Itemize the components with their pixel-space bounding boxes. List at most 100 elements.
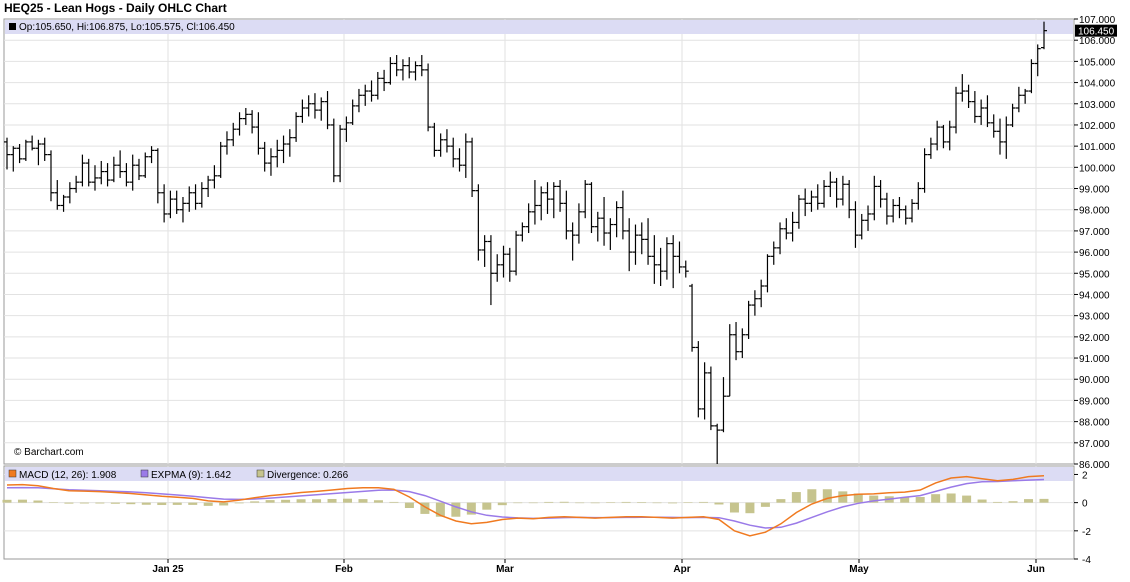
divergence-bar bbox=[64, 503, 73, 504]
divergence-bar bbox=[343, 499, 352, 503]
divergence-bar bbox=[529, 503, 538, 504]
y-tick-label: 100.000 bbox=[1079, 163, 1116, 174]
y-tick-label: 92.000 bbox=[1079, 333, 1110, 344]
divergence-bar bbox=[993, 502, 1002, 503]
divergence-bar bbox=[80, 503, 89, 504]
macd-y-tick-label: 2 bbox=[1082, 470, 1088, 481]
y-tick-label: 106.000 bbox=[1079, 36, 1116, 47]
y-tick-label: 99.000 bbox=[1079, 185, 1110, 196]
divergence-bar bbox=[1024, 499, 1033, 503]
y-tick-label: 107.000 bbox=[1079, 15, 1116, 26]
y-tick-label: 101.000 bbox=[1079, 142, 1116, 153]
divergence-bar bbox=[235, 503, 244, 504]
divergence-bar bbox=[95, 503, 104, 504]
y-tick-label: 86.000 bbox=[1079, 460, 1110, 471]
macd-legend-swatch bbox=[141, 470, 148, 477]
divergence-bar bbox=[653, 503, 662, 504]
x-tick-label: Apr bbox=[673, 564, 690, 575]
y-tick-label: 104.000 bbox=[1079, 79, 1116, 90]
divergence-bar bbox=[498, 503, 507, 506]
divergence-bar bbox=[482, 503, 491, 510]
divergence-bar bbox=[250, 501, 259, 502]
divergence-bar bbox=[947, 493, 956, 502]
divergence-bar bbox=[978, 500, 987, 503]
divergence-bar bbox=[173, 503, 182, 505]
divergence-bar bbox=[33, 501, 42, 503]
divergence-bar bbox=[297, 499, 306, 502]
x-tick-label: Jun bbox=[1027, 564, 1045, 575]
macd-legend-item: MACD (12, 26): 1.908 bbox=[19, 470, 117, 481]
divergence-bar bbox=[281, 500, 290, 503]
divergence-bar bbox=[699, 502, 708, 503]
macd-y-tick-label: -2 bbox=[1082, 527, 1091, 538]
x-tick-label: Mar bbox=[496, 564, 514, 575]
divergence-bar bbox=[126, 503, 135, 505]
divergence-bar bbox=[328, 499, 337, 503]
divergence-bar bbox=[730, 503, 739, 513]
y-tick-label: 98.000 bbox=[1079, 206, 1110, 217]
price-legend-swatch bbox=[9, 23, 16, 30]
divergence-bar bbox=[684, 502, 693, 503]
last-price-label: 106.450 bbox=[1078, 27, 1115, 38]
x-tick-label: May bbox=[849, 564, 869, 575]
macd-legend-item: Divergence: 0.266 bbox=[267, 470, 349, 481]
divergence-bar bbox=[3, 500, 12, 503]
divergence-bar bbox=[18, 500, 27, 503]
divergence-bar bbox=[451, 503, 460, 517]
y-tick-label: 91.000 bbox=[1079, 354, 1110, 365]
divergence-bar bbox=[776, 499, 785, 503]
divergence-bar bbox=[838, 491, 847, 502]
y-tick-label: 87.000 bbox=[1079, 439, 1110, 450]
y-tick-label: 93.000 bbox=[1079, 312, 1110, 323]
macd-y-tick-label: 0 bbox=[1082, 499, 1088, 510]
divergence-bar bbox=[374, 500, 383, 502]
divergence-bar bbox=[219, 503, 228, 506]
divergence-bar bbox=[962, 496, 971, 503]
divergence-bar bbox=[792, 492, 801, 503]
divergence-bar bbox=[916, 497, 925, 503]
divergence-bar bbox=[142, 503, 151, 505]
divergence-bar bbox=[761, 503, 770, 507]
y-tick-label: 96.000 bbox=[1079, 248, 1110, 259]
watermark: © Barchart.com bbox=[14, 447, 84, 458]
divergence-bar bbox=[931, 494, 940, 502]
y-tick-label: 103.000 bbox=[1079, 100, 1116, 111]
divergence-bar bbox=[49, 502, 58, 503]
divergence-bar bbox=[513, 503, 522, 504]
price-legend: Op:105.650, Hi:106.875, Lo:105.575, Cl:1… bbox=[19, 22, 235, 33]
divergence-bar bbox=[575, 503, 584, 504]
divergence-bar bbox=[111, 503, 120, 504]
divergence-bar bbox=[312, 499, 321, 502]
y-tick-label: 102.000 bbox=[1079, 121, 1116, 132]
price-panel bbox=[4, 19, 1074, 464]
divergence-bar bbox=[668, 503, 677, 504]
macd-legend-swatch bbox=[9, 470, 16, 477]
divergence-bar bbox=[591, 503, 600, 504]
divergence-bar bbox=[560, 502, 569, 503]
divergence-bar bbox=[714, 503, 723, 505]
macd-y-tick-label: -4 bbox=[1082, 555, 1091, 566]
divergence-bar bbox=[622, 502, 631, 503]
divergence-bar bbox=[405, 503, 414, 508]
divergence-bar bbox=[204, 503, 213, 506]
divergence-bar bbox=[188, 503, 197, 505]
y-tick-label: 90.000 bbox=[1079, 375, 1110, 386]
divergence-bar bbox=[389, 502, 398, 503]
y-tick-label: 88.000 bbox=[1079, 418, 1110, 429]
y-tick-label: 105.000 bbox=[1079, 57, 1116, 68]
divergence-bar bbox=[358, 499, 367, 503]
x-tick-label: Feb bbox=[335, 564, 353, 575]
divergence-bar bbox=[745, 503, 754, 514]
x-tick-label: Jan 25 bbox=[152, 564, 184, 575]
macd-legend-swatch bbox=[257, 470, 264, 477]
divergence-bar bbox=[807, 489, 816, 502]
y-tick-label: 94.000 bbox=[1079, 290, 1110, 301]
divergence-bar bbox=[606, 502, 615, 503]
macd-legend-item: EXPMA (9): 1.642 bbox=[151, 470, 231, 481]
divergence-bar bbox=[1009, 501, 1018, 502]
divergence-bar bbox=[157, 503, 166, 505]
divergence-bar bbox=[266, 500, 275, 503]
divergence-bar bbox=[823, 489, 832, 502]
y-tick-label: 95.000 bbox=[1079, 269, 1110, 280]
